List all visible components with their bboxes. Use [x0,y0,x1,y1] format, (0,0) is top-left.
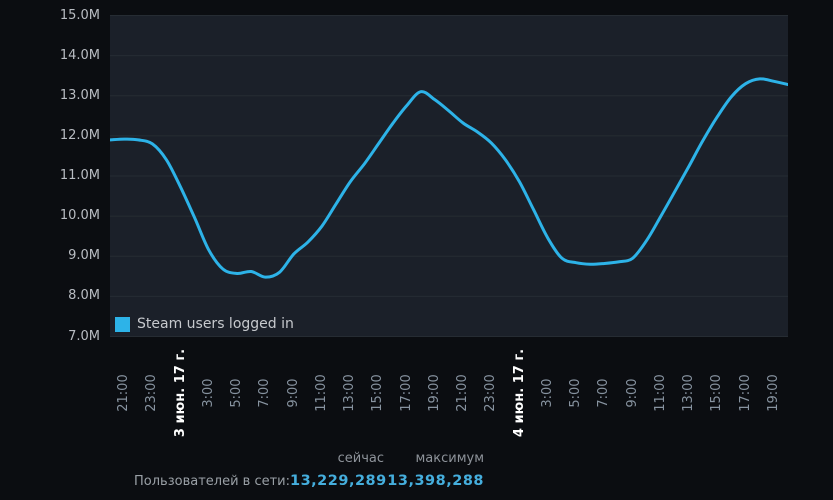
stat-max-value: 13,398,288 [387,473,484,489]
y-axis-tick-label: 14.0M [59,47,100,63]
x-axis-tick-label: 9:00 [624,378,640,408]
x-axis-tick-label: 21:00 [116,374,132,412]
plot-area[interactable]: Steam users logged in [110,15,788,337]
x-axis-tick-label: 19:00 [765,374,781,412]
x-axis-tick-label: 15:00 [709,374,725,412]
y-axis-tick-label: 7.0M [68,328,100,344]
y-axis-tick-label: 11.0M [59,168,100,183]
series-line-steam-users [110,77,788,279]
x-axis-tick-label: 13:00 [681,374,697,412]
x-axis-tick-label: 23:00 [483,374,499,412]
x-axis-tick-label: 11:00 [652,374,668,412]
x-axis-tick-label: 17:00 [737,374,753,412]
online-stats-table: сейчас максимум Пользователей в сети: 13… [120,451,484,490]
stats-col-now: сейчас [337,451,384,466]
x-axis-tick-label: 7:00 [596,378,612,408]
x-axis-tick-label: 3:00 [200,378,216,408]
legend-swatch-icon [115,317,130,332]
x-axis-tick-label: 11:00 [313,374,329,412]
x-axis-tick-label: 23:00 [144,374,160,412]
x-axis-tick-label: 17:00 [398,374,414,412]
legend[interactable]: Steam users logged in [115,317,294,332]
stats-spacer [120,451,290,466]
x-axis-tick-label: 19:00 [426,374,442,412]
x-axis-tick-label: 9:00 [285,378,301,408]
y-axis-tick-label: 12.0M [59,127,100,143]
y-axis-tick-label: 9.0M [68,248,100,264]
x-axis-tick-label: 5:00 [229,378,245,408]
x-axis-tick-label: 3:00 [539,378,555,408]
y-axis-tick-label: 10.0M [59,208,100,224]
x-axis-date-label: 4 июн. 17 г. [511,348,527,438]
x-axis-tick-label: 21:00 [455,374,471,412]
legend-label: Steam users logged in [137,316,294,332]
x-axis-tick-label: 5:00 [568,378,584,408]
line-chart [110,15,788,337]
stat-current-value: 13,229,289 [290,473,387,489]
y-axis-tick-label: 8.0M [68,288,100,304]
stats-row-label: Пользователей в сети: [134,474,290,489]
x-axis-tick-label: 15:00 [370,374,386,412]
y-axis-tick-label: 13.0M [59,87,100,103]
x-axis-tick-label: 13:00 [342,374,358,412]
x-axis-date-label: 3 июн. 17 г. [172,348,188,438]
stats-col-max: максимум [415,451,484,466]
x-axis-tick-label: 7:00 [257,378,273,408]
y-axis-tick-label: 15.0M [59,7,100,23]
